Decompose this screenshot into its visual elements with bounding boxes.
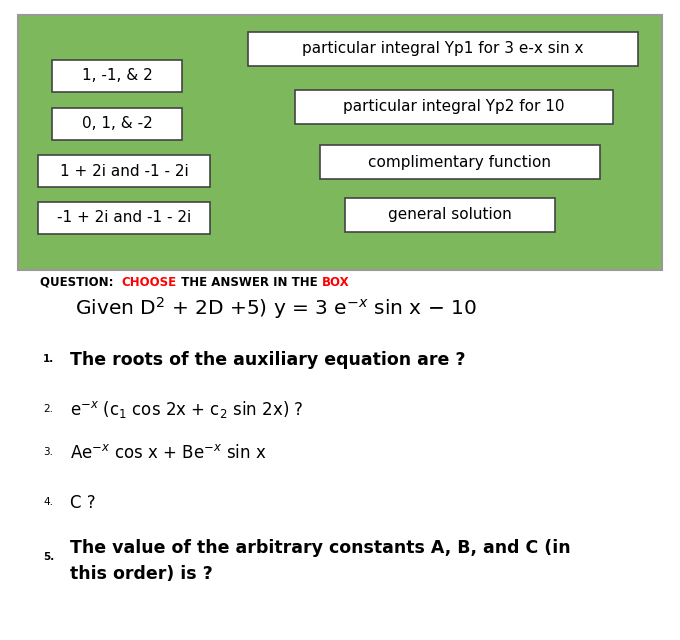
- FancyBboxPatch shape: [38, 155, 210, 187]
- FancyBboxPatch shape: [52, 60, 182, 92]
- Text: 0, 1, & -2: 0, 1, & -2: [82, 116, 152, 131]
- Text: THE ANSWER IN THE: THE ANSWER IN THE: [177, 275, 322, 289]
- Text: BOX: BOX: [322, 275, 350, 289]
- FancyBboxPatch shape: [248, 32, 638, 66]
- Text: this order) is ?: this order) is ?: [70, 565, 213, 583]
- Text: complimentary function: complimentary function: [369, 154, 551, 170]
- Text: 4.: 4.: [43, 497, 53, 507]
- Text: general solution: general solution: [388, 207, 512, 223]
- Text: 1, -1, & 2: 1, -1, & 2: [82, 68, 152, 83]
- Text: The roots of the auxiliary equation are ?: The roots of the auxiliary equation are …: [70, 351, 466, 369]
- Text: The value of the arbitrary constants A, B, and C (in: The value of the arbitrary constants A, …: [70, 539, 571, 557]
- Text: 2.: 2.: [43, 404, 53, 414]
- Text: 3.: 3.: [43, 447, 53, 457]
- Text: Given D$^{2}$ + 2D +5) y = 3 e$^{-x}$ sin x − 10: Given D$^{2}$ + 2D +5) y = 3 e$^{-x}$ si…: [75, 295, 477, 321]
- FancyBboxPatch shape: [38, 202, 210, 234]
- Text: C ?: C ?: [70, 494, 96, 512]
- Text: 1 + 2i and -1 - 2i: 1 + 2i and -1 - 2i: [60, 163, 188, 179]
- Text: particular integral Yp2 for 10: particular integral Yp2 for 10: [343, 99, 565, 115]
- Text: particular integral Yp1 for 3 e-x sin x: particular integral Yp1 for 3 e-x sin x: [302, 42, 583, 56]
- Text: -1 + 2i and -1 - 2i: -1 + 2i and -1 - 2i: [57, 211, 191, 225]
- Text: 5.: 5.: [43, 552, 54, 562]
- Text: QUESTION:: QUESTION:: [40, 275, 122, 289]
- FancyBboxPatch shape: [345, 198, 555, 232]
- Text: CHOOSE: CHOOSE: [122, 275, 177, 289]
- FancyBboxPatch shape: [295, 90, 613, 124]
- FancyBboxPatch shape: [52, 108, 182, 140]
- FancyBboxPatch shape: [18, 15, 662, 270]
- Text: Ae$^{-x}$ cos x + Be$^{-x}$ sin x: Ae$^{-x}$ cos x + Be$^{-x}$ sin x: [70, 444, 267, 462]
- Text: e$^{-x}$ (c$_1$ cos 2x + c$_2$ sin 2x) ?: e$^{-x}$ (c$_1$ cos 2x + c$_2$ sin 2x) ?: [70, 399, 303, 420]
- Text: 1.: 1.: [43, 354, 54, 364]
- FancyBboxPatch shape: [320, 145, 600, 179]
